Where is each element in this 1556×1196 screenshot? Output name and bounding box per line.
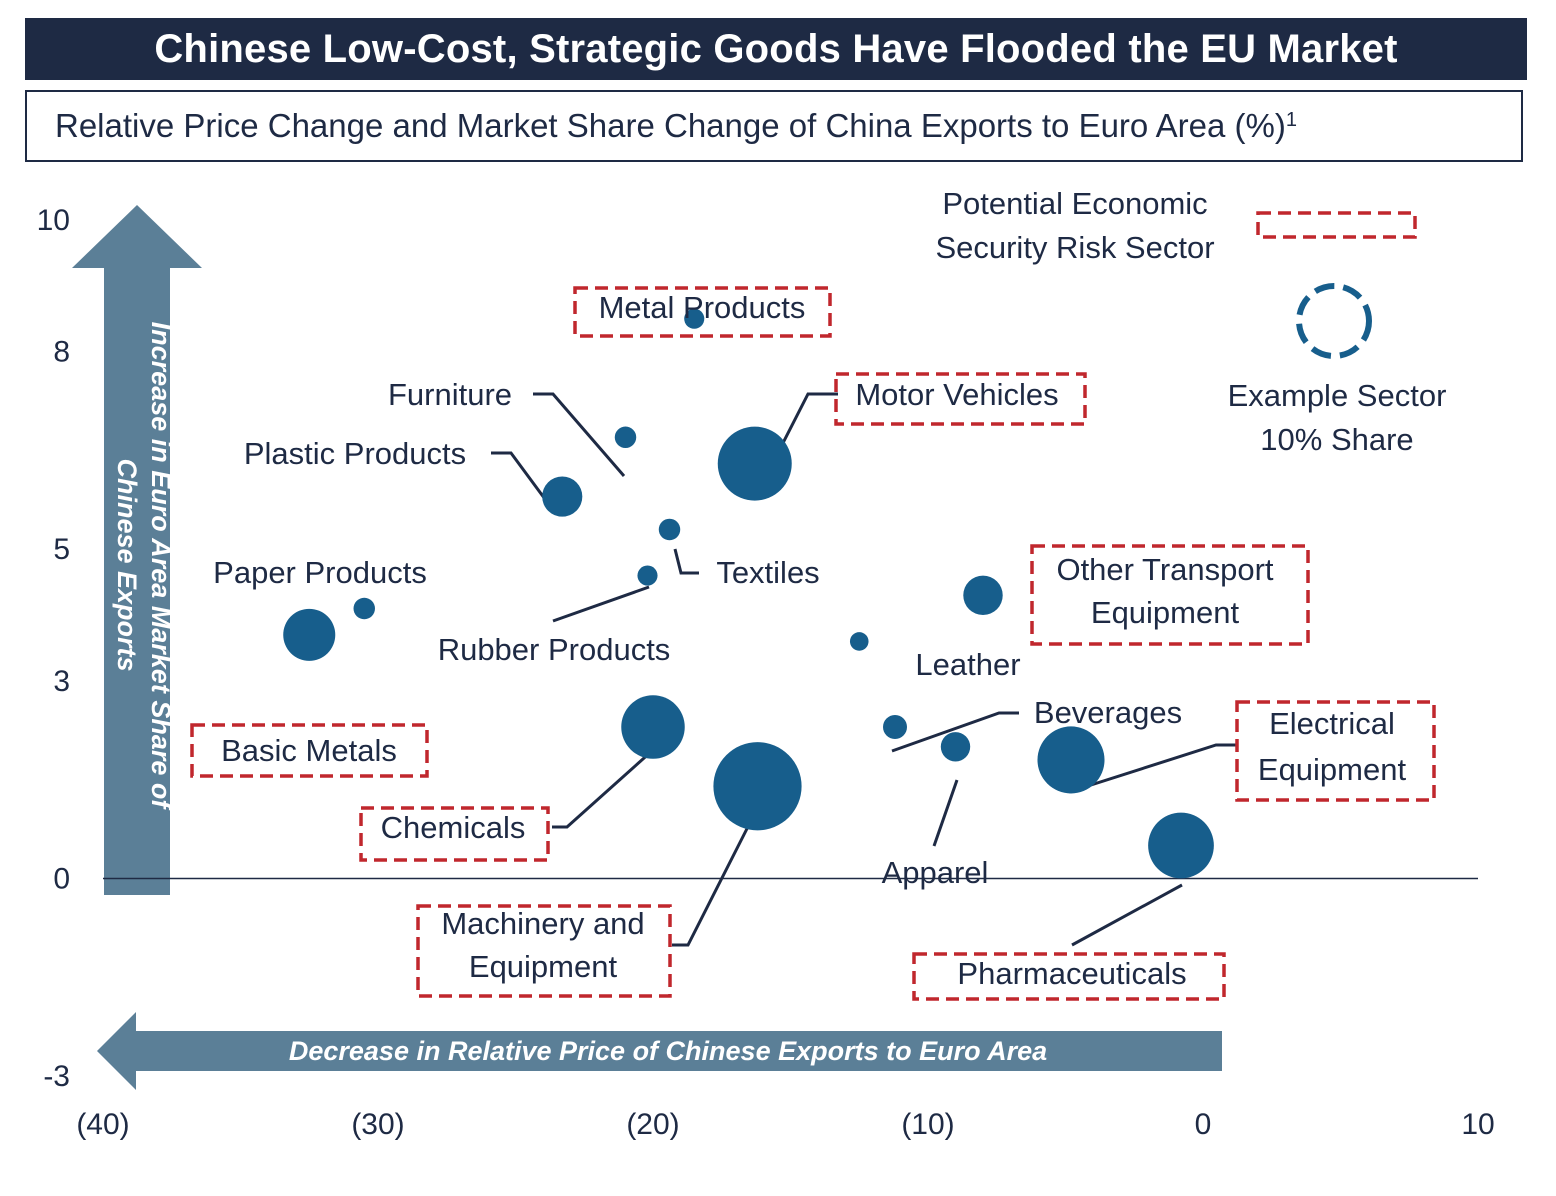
point-label-14-line1: Electrical (1269, 706, 1395, 741)
point-label-13-line2: Equipment (469, 949, 618, 984)
point-label-12: Apparel (882, 855, 989, 890)
bubble-13 (713, 742, 802, 831)
legend-example-bubble (1296, 283, 1372, 359)
point-label-8-line2: Equipment (1091, 595, 1240, 630)
y-tick-label: 5 (53, 533, 70, 566)
subtitle-text: Relative Price Change and Market Share C… (55, 107, 1286, 144)
x-arrow-shape (97, 1012, 1222, 1090)
connector-4 (673, 548, 699, 575)
connector-13 (672, 802, 762, 947)
bubble-11 (883, 715, 907, 740)
risk-box-13 (416, 904, 672, 998)
point-labels: Metal Products Motor Vehicles Furniture Pla… (190, 286, 1436, 1001)
y-tick-label: 3 (53, 665, 70, 698)
risk-box-15 (912, 952, 1226, 1001)
point-label-14-line2: Equipment (1258, 752, 1407, 787)
connector-11 (891, 711, 1019, 753)
point-label-3: Plastic Products (244, 436, 466, 471)
x-tick-label: 10 (1461, 1108, 1494, 1141)
connector-3 (491, 451, 558, 515)
bubble-14 (1037, 726, 1105, 794)
legend-example-line1: Example Sector (1228, 378, 1447, 413)
bubble-1 (717, 426, 792, 501)
bubble-9 (849, 632, 869, 651)
axes: (40) (30) (20) (10) 0 10 10 8 5 3 0 -3 (37, 204, 1495, 1141)
legend-risk-label-line1: Potential Economic (942, 186, 1207, 221)
point-label-4: Textiles (716, 555, 819, 590)
connector-15 (1071, 883, 1183, 947)
bubble-3 (542, 476, 583, 517)
legend: Potential Economic Security Risk Sector … (935, 186, 1446, 457)
legend-risk-label-line2: Security Risk Sector (935, 230, 1214, 265)
connector-2 (533, 392, 626, 477)
bubble-10 (621, 695, 685, 759)
legend-example-line2: 10% Share (1260, 422, 1413, 457)
risk-box-14 (1235, 700, 1436, 802)
connector-5 (552, 585, 650, 623)
bubble-0 (684, 308, 705, 329)
point-label-6: Paper Products (213, 555, 427, 590)
risk-box-10 (359, 806, 550, 862)
connector-lines (491, 392, 1236, 947)
bubble-12 (940, 732, 971, 762)
risk-box-7 (190, 723, 429, 778)
point-label-5: Rubber Products (438, 632, 671, 667)
point-label-11: Beverages (1034, 695, 1182, 730)
y-tick-label: 8 (53, 336, 70, 369)
chart-title: Chinese Low-Cost, Strategic Goods Have F… (25, 18, 1527, 80)
y-tick-label: -3 (43, 1060, 70, 1093)
x-tick-label: (20) (626, 1108, 679, 1141)
x-tick-label: (40) (76, 1108, 129, 1141)
risk-box-1 (834, 372, 1087, 426)
y-arrow: Increase in Euro Area Market Share of Ch… (72, 205, 202, 895)
chart-subtitle: Relative Price Change and Market Share C… (25, 90, 1523, 162)
point-label-0: Metal Products (599, 290, 806, 325)
x-tick-label: 0 (1195, 1108, 1212, 1141)
bubble-8 (963, 575, 1003, 616)
x-arrow: Decrease in Relative Price of Chinese Ex… (97, 1012, 1222, 1090)
point-label-13-line1: Machinery and (441, 906, 644, 941)
point-label-8-line1: Other Transport (1056, 552, 1273, 587)
point-label-7: Basic Metals (221, 733, 397, 768)
risk-box-0 (573, 286, 832, 338)
point-label-2: Furniture (388, 377, 512, 412)
y-arrow-label-line2: Chinese Exports (112, 458, 142, 671)
y-tick-label: 0 (53, 862, 70, 895)
legend-risk-box (1256, 211, 1417, 239)
subtitle-footnote: 1 (1285, 108, 1297, 131)
bubbles (283, 308, 1214, 879)
bubble-4 (658, 518, 681, 541)
x-arrow-label: Decrease in Relative Price of Chinese Ex… (289, 1036, 1047, 1066)
x-tick-label: (10) (901, 1108, 954, 1141)
y-tick-label: 10 (37, 204, 70, 237)
y-arrow-shape (72, 205, 202, 895)
risk-box-8 (1030, 544, 1310, 646)
point-label-1: Motor Vehicles (855, 377, 1058, 412)
bubble-6 (353, 597, 375, 620)
point-label-9: Leather (915, 647, 1020, 682)
bubble-5 (637, 565, 658, 586)
x-tick-label: (30) (351, 1108, 404, 1141)
connector-14 (1068, 743, 1236, 794)
bubble-7 (283, 608, 336, 661)
connector-10 (552, 748, 655, 829)
y-arrow-label-line1: Increase in Euro Area Market Share of (146, 322, 176, 812)
point-label-15: Pharmaceuticals (957, 956, 1186, 991)
bubble-2 (614, 426, 637, 449)
bubble-15 (1148, 812, 1214, 879)
connector-12 (932, 779, 959, 847)
point-label-10: Chemicals (381, 810, 526, 845)
